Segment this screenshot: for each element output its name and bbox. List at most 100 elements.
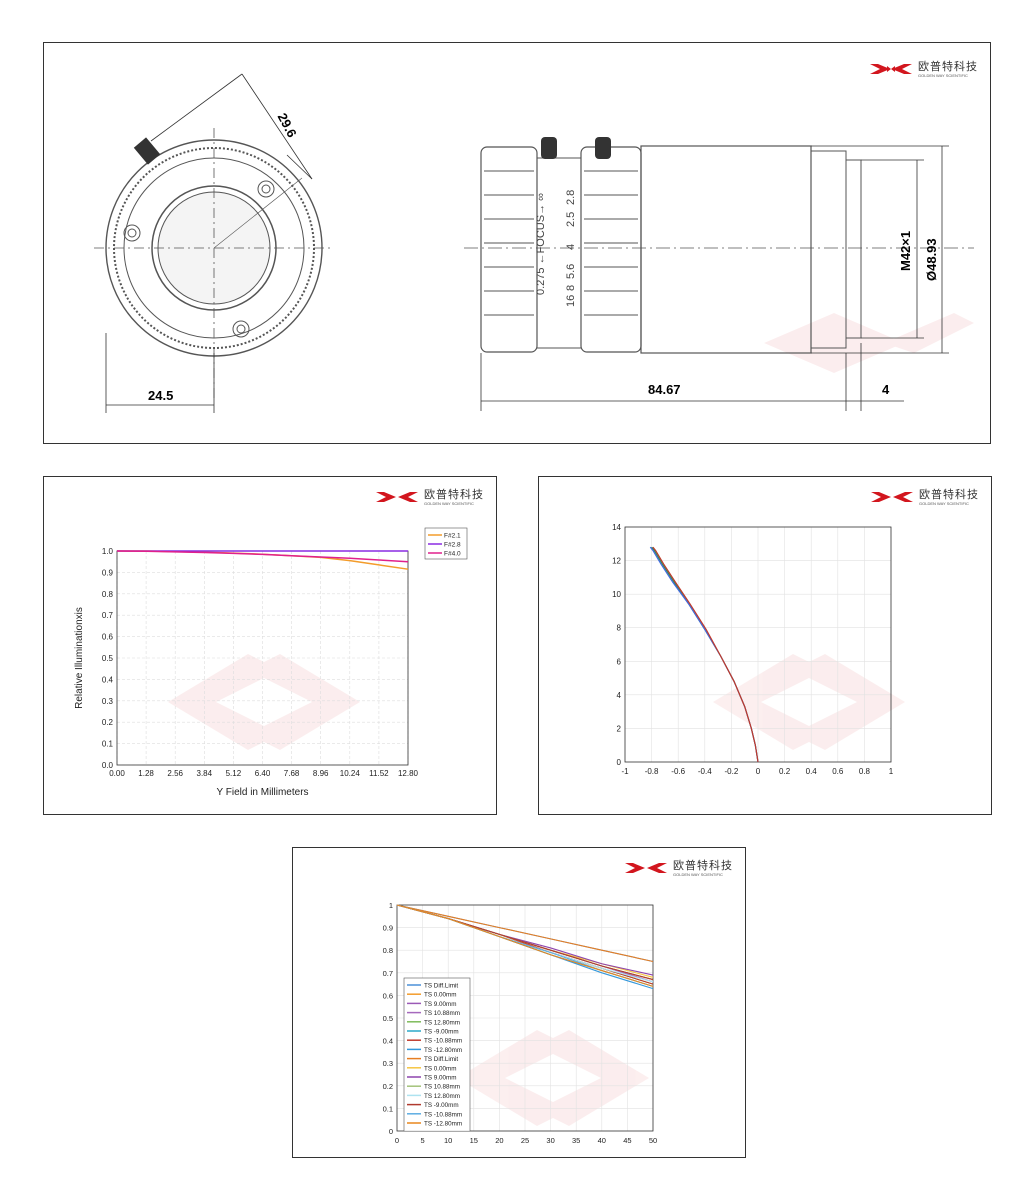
x-tick-label: 0.2 <box>779 767 791 776</box>
legend-label: F#2.8 <box>444 542 461 549</box>
distortion-panel: 欧普特科技 GOLDEN WAY SCIENTIFIC -1 -0.8 -0.6 -0… <box>538 476 992 815</box>
y-tick-label: 0 <box>617 758 622 767</box>
logo-cn-text: 欧普特科技 <box>673 859 733 872</box>
focus-knob-icon <box>541 137 557 159</box>
mtf-chart: 0 5 10 15 20 25 30 35 40 45 50 0 0.1 0.2 0.3 0.4 0.5 0.6 0… <box>383 901 658 1145</box>
y-tick-label: 0.6 <box>102 633 114 642</box>
series-line <box>396 904 654 963</box>
watermark-icon <box>764 313 974 373</box>
logo-en-text: GOLDEN WAY SCIENTIFIC <box>673 872 723 877</box>
x-tick-label: 0.6 <box>832 767 844 776</box>
aperture-mark: 2.5 <box>565 212 577 227</box>
y-tick-label: 10 <box>612 590 621 599</box>
y-tick-label: 0.9 <box>383 924 393 933</box>
y-tick-label: 6 <box>617 657 622 666</box>
y-tick-label: 0.0 <box>102 761 114 770</box>
drawing-panel: 欧普特科技 GOLDEN WAY SCIENTIFIC <box>43 42 991 444</box>
legend-label: TS 10.88mm <box>424 1010 460 1017</box>
dim-mount-label: 4 <box>882 382 890 397</box>
series-line <box>649 546 759 763</box>
front-knob-icon <box>133 137 161 165</box>
logo-en-text: GOLDEN WAY SCIENTIFIC <box>919 501 969 506</box>
y-tick-label: 8 <box>617 624 622 633</box>
aperture-mark: 8 <box>565 285 577 291</box>
x-tick-label: -0.6 <box>671 767 685 776</box>
dim-radius-label: 24.5 <box>148 388 173 403</box>
logo-mark-icon <box>625 863 667 873</box>
company-logo: 欧普特科技 GOLDEN WAY SCIENTIFIC <box>870 61 978 78</box>
company-logo: 欧普特科技 GOLDEN WAY SCIENTIFIC <box>376 489 484 506</box>
y-tick-label: 2 <box>617 724 622 733</box>
y-tick-label: 1 <box>389 901 393 910</box>
aperture-mark: 2.8 <box>565 190 577 205</box>
mtf-panel: 欧普特科技 GOLDEN WAY SCIENTIFIC 0 5 10 15 20 25 30… <box>292 847 746 1158</box>
x-tick-label: -0.8 <box>645 767 659 776</box>
legend-label: TS -9.00mm <box>424 1102 459 1109</box>
focus-scale-text: 0.275 ←FOCUS→ ∞ <box>535 193 547 295</box>
x-tick-label: 2.56 <box>167 769 183 778</box>
y-tick-label: 0.7 <box>383 969 393 978</box>
legend-label: F#2.1 <box>444 533 461 540</box>
x-tick-label: 50 <box>649 1136 657 1145</box>
legend-label: TS -12.80mm <box>424 1047 462 1054</box>
x-tick-label: 45 <box>623 1136 631 1145</box>
y-tick-label: 0.1 <box>102 740 114 749</box>
legend-label: TS 10.88mm <box>424 1084 460 1091</box>
y-tick-label: 0.2 <box>102 718 114 727</box>
x-tick-label: 0 <box>395 1136 399 1145</box>
watermark-icon <box>168 654 360 750</box>
logo-cn-text: 欧普特科技 <box>919 488 979 501</box>
y-tick-label: 0.9 <box>102 568 114 577</box>
logo-cn-text: 欧普特科技 <box>424 488 484 501</box>
x-tick-label: 25 <box>521 1136 529 1145</box>
y-tick-label: 0.8 <box>102 590 114 599</box>
aperture-mark: 16 <box>565 295 577 307</box>
x-tick-label: 0.8 <box>859 767 871 776</box>
x-tick-label: 5 <box>421 1136 425 1145</box>
company-logo: 欧普特科技 GOLDEN WAY SCIENTIFIC <box>871 489 979 506</box>
y-tick-label: 12 <box>612 557 621 566</box>
legend-label: TS 9.00mm <box>424 1001 457 1008</box>
x-tick-label: 30 <box>546 1136 554 1145</box>
y-tick-label: 0.3 <box>383 1059 393 1068</box>
x-tick-label: 6.40 <box>255 769 271 778</box>
dim-24-5 <box>105 333 215 413</box>
legend-label: TS -10.88mm <box>424 1038 462 1045</box>
legend-box <box>403 977 471 1132</box>
legend-label: TS 0.00mm <box>424 992 457 999</box>
aperture-mark: 4 <box>565 244 577 250</box>
y-tick-label: 0.3 <box>102 697 114 706</box>
dim-diameter-label: Ø48.93 <box>924 238 939 281</box>
legend-label: TS 0.00mm <box>424 1065 457 1072</box>
legend-label: TS -9.00mm <box>424 1029 459 1036</box>
legend-label: TS 9.00mm <box>424 1075 457 1082</box>
y-tick-label: 14 <box>612 523 621 532</box>
iris-knob-icon <box>595 137 611 159</box>
x-tick-label: 15 <box>470 1136 478 1145</box>
x-tick-label: 10.24 <box>340 769 361 778</box>
legend-label: TS Diff.Limit <box>424 1056 458 1063</box>
legend-label: TS -12.80mm <box>424 1121 462 1128</box>
legend-label: TS -10.88mm <box>424 1111 462 1118</box>
y-tick-label: 0.4 <box>102 675 114 684</box>
plot-frame <box>396 904 654 1132</box>
dim-length-label: 84.67 <box>648 382 681 397</box>
x-tick-label: 11.52 <box>369 769 389 778</box>
logo-en-text: GOLDEN WAY SCIENTIFIC <box>424 501 474 506</box>
dim-offset-label: 29.6 <box>275 111 300 140</box>
x-tick-label: 0.4 <box>806 767 818 776</box>
dim-29-6 <box>150 73 313 180</box>
y-tick-label: 4 <box>617 691 622 700</box>
x-tick-label: 35 <box>572 1136 580 1145</box>
x-tick-label: 40 <box>598 1136 606 1145</box>
logo-cn-text: 欧普特科技 <box>918 60 978 73</box>
y-tick-label: 0.7 <box>102 611 114 620</box>
y-tick-label: 0.5 <box>383 1014 393 1023</box>
side-view <box>464 145 974 354</box>
y-axis-label: Relative Illuminationxis <box>74 607 85 709</box>
y-tick-label: 0.6 <box>383 991 393 1000</box>
y-tick-label: 0.4 <box>383 1037 393 1046</box>
x-tick-label: 10 <box>444 1136 452 1145</box>
x-axis-label: Y Field in Millimeters <box>216 787 308 798</box>
aperture-mark: 5.6 <box>565 264 577 279</box>
